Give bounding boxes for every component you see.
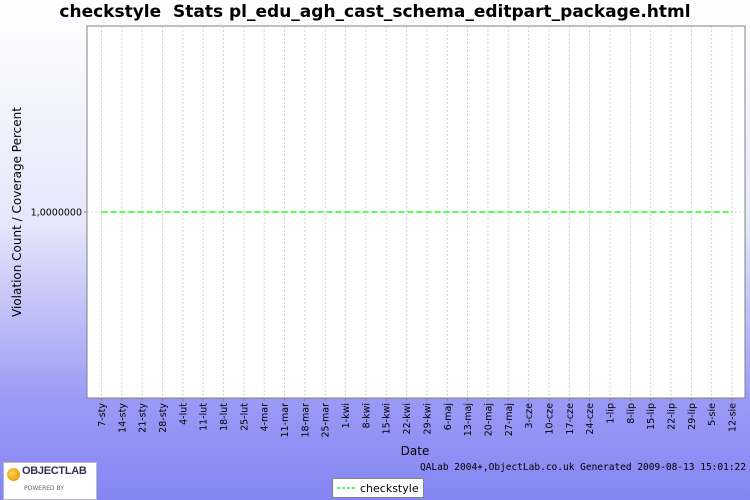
chart-legend: checkstyle xyxy=(332,478,424,498)
x-tick-label: 1-kwi xyxy=(341,403,352,428)
x-tick-label: 29-lip xyxy=(687,403,698,430)
logo-mark-icon xyxy=(7,468,20,481)
x-tick-label: 20-maj xyxy=(483,403,494,436)
logo-brand: OBJECTLAB xyxy=(22,465,87,477)
x-tick-label: 22-kwi xyxy=(402,403,413,434)
x-tick-label: 6-maj xyxy=(443,403,454,430)
x-tick-label: 3-cze xyxy=(524,403,535,429)
x-tick-label: 28-sty xyxy=(158,403,169,433)
x-axis-label: Date xyxy=(401,444,430,458)
x-tick-label: 5-sie xyxy=(707,403,718,426)
y-axis-ticks: 1,0000000 xyxy=(31,208,87,219)
x-tick-label: 4-mar xyxy=(260,403,271,432)
x-tick-label: 21-sty xyxy=(138,403,149,433)
x-tick-label: 27-maj xyxy=(504,403,515,436)
x-tick-label: 11-lut xyxy=(199,403,210,431)
x-tick-label: 18-mar xyxy=(300,403,311,438)
x-tick-label: 25-lut xyxy=(239,403,250,431)
chart-title: checkstyle Stats pl_edu_agh_cast_schema_… xyxy=(59,2,691,22)
x-tick-label: 22-lip xyxy=(666,403,677,430)
legend-swatch xyxy=(337,487,355,489)
objectlab-logo: OBJECTLAB POWERED BY xyxy=(3,462,97,500)
x-tick-label: 24-cze xyxy=(585,403,596,435)
x-tick-label: 4-lut xyxy=(178,403,189,425)
x-tick-label: 15-kwi xyxy=(382,403,393,434)
x-tick-label: 15-lip xyxy=(646,403,657,430)
x-tick-label: 14-sty xyxy=(117,403,128,433)
x-tick-label: 18-lut xyxy=(219,403,230,431)
x-tick-label: 8-kwi xyxy=(361,403,372,428)
logo-tagline: POWERED BY xyxy=(24,485,65,492)
y-axis-label: Violation Count / Coverage Percent xyxy=(10,107,24,317)
x-tick-label: 17-cze xyxy=(565,403,576,435)
x-tick-label: 10-cze xyxy=(544,403,555,435)
y-tick-label: 1,0000000 xyxy=(31,208,82,219)
legend-label: checkstyle xyxy=(360,481,419,495)
x-tick-label: 1-lip xyxy=(605,403,616,424)
x-axis-ticks: 7-sty 14-sty 21-sty 28-sty 4-lut 11-lut 18-lut… xyxy=(97,398,739,438)
x-tick-label: 11-mar xyxy=(280,403,291,438)
x-tick-label: 12-sie xyxy=(728,403,739,432)
x-tick-label: 7-sty xyxy=(97,403,108,427)
x-tick-label: 25-mar xyxy=(321,403,332,438)
x-tick-label: 8-lip xyxy=(626,403,637,424)
x-tick-label: 13-maj xyxy=(463,403,474,436)
footer-generated-text: QALab 2004+,ObjectLab.co.uk Generated 20… xyxy=(419,462,746,473)
x-tick-label: 29-kwi xyxy=(422,403,433,434)
